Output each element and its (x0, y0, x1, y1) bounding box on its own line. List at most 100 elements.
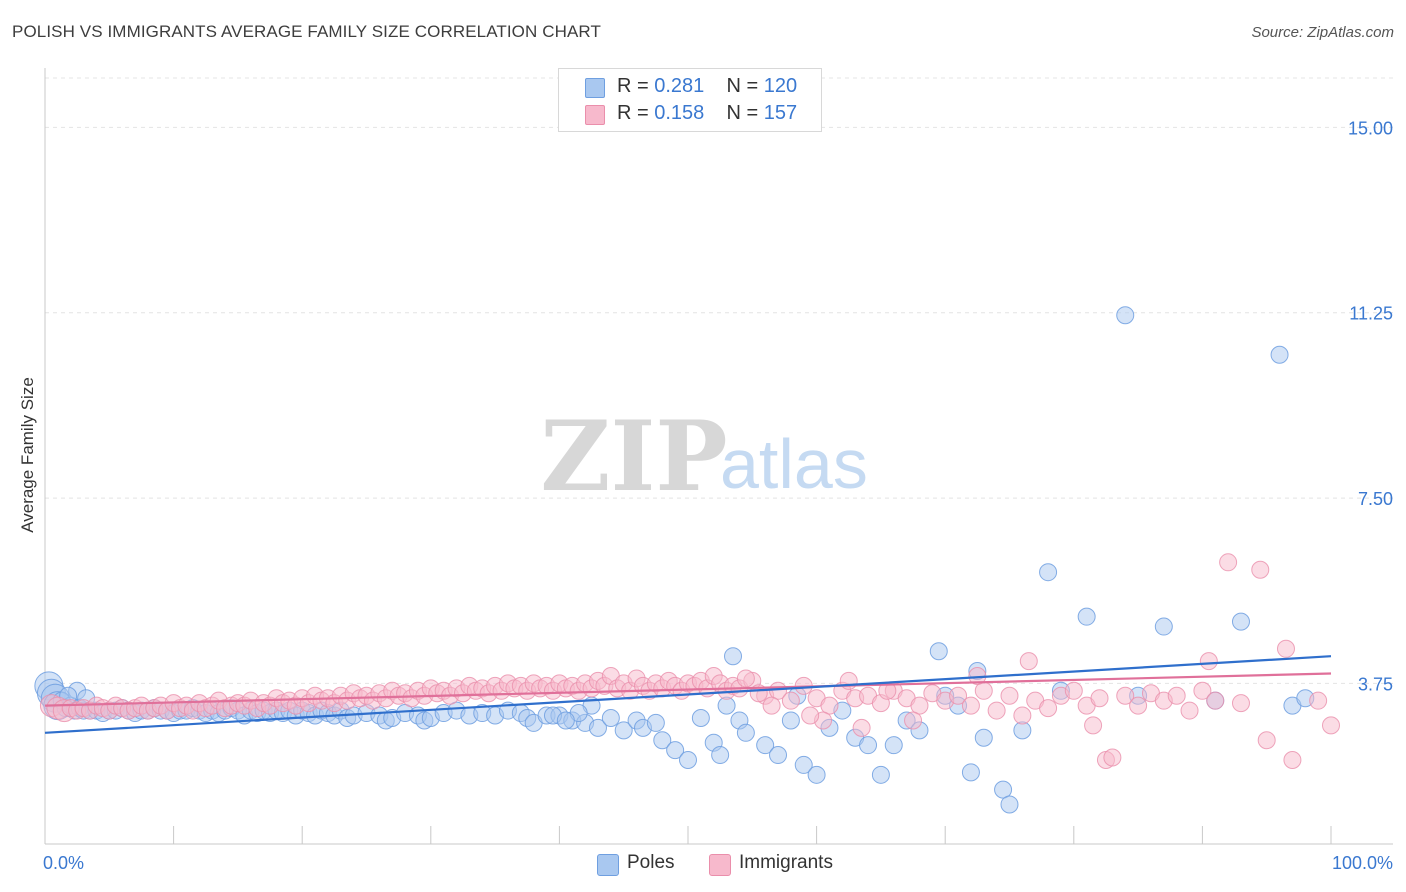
immigrants-point (1039, 699, 1058, 718)
poles-point (884, 736, 903, 755)
immigrants-point (1129, 696, 1148, 715)
poles-point (679, 750, 697, 769)
grid-lines (45, 77, 1393, 684)
immigrants-point (820, 696, 839, 715)
immigrants-point (904, 711, 923, 730)
poles-point (929, 642, 948, 661)
y-tick-label: 7.50 (1358, 489, 1393, 509)
legend-r-label: R = (617, 75, 655, 97)
poles-point (769, 746, 788, 765)
poles-point (1116, 306, 1135, 325)
immigrants-point (1090, 689, 1109, 708)
poles-point (756, 736, 775, 755)
immigrants-point (781, 691, 800, 710)
poles-point (794, 755, 813, 774)
poles-point (614, 721, 633, 740)
poles-point (724, 647, 743, 666)
poles-point (859, 736, 878, 755)
immigrants-point (1231, 694, 1250, 713)
poles-point (871, 765, 890, 784)
legend-n-label: N = (726, 75, 764, 97)
legend-r-value: 0.158 (654, 102, 705, 124)
immigrants-point (1167, 686, 1186, 705)
correlation-legend: R = 0.281 N = 120 R = 0.158 N = 157 (558, 68, 822, 132)
poles-point (736, 723, 755, 742)
poles-swatch (597, 854, 619, 876)
poles-point (1077, 607, 1096, 626)
series-immigrants (39, 553, 1340, 769)
immigrants-point (1000, 686, 1019, 705)
immigrants-swatch (709, 854, 731, 876)
immigrants-point (852, 718, 871, 737)
poles-point (1154, 617, 1173, 636)
poles-trend-line (44, 655, 1332, 734)
immigrants-point (987, 701, 1006, 720)
legend-label-immigrants: Immigrants (739, 852, 833, 873)
immigrants-point (1064, 681, 1083, 700)
watermark-zip: ZIP (540, 400, 727, 513)
poles-point (711, 746, 730, 765)
poles-point (1231, 612, 1250, 631)
immigrants-point (1309, 691, 1328, 710)
poles-point (556, 711, 575, 730)
immigrants-trend-line (44, 672, 1332, 707)
poles-point (588, 718, 607, 737)
y-tick-label: 3.75 (1358, 674, 1393, 694)
poles-point (974, 728, 993, 747)
immigrants-point (1199, 652, 1218, 671)
poles-point (601, 708, 620, 727)
poles-point (961, 763, 980, 782)
immigrants-point (949, 686, 968, 705)
poles-point (646, 713, 665, 732)
poles-swatch (585, 78, 605, 98)
immigrants-point (1276, 639, 1295, 658)
legend-r-value: 0.281 (654, 75, 705, 97)
tick-labels: 3.75 7.50 11.25 15.00 0.0% 100.0% (43, 118, 1393, 873)
legend-n-value: 157 (763, 102, 798, 124)
immigrants-point (1322, 716, 1340, 735)
legend-r-label: R = (617, 102, 655, 124)
watermark-atlas: atlas (720, 425, 868, 503)
immigrants-point (910, 696, 929, 715)
immigrants-point (1257, 731, 1276, 750)
immigrants-point (1013, 706, 1032, 725)
immigrants-point (839, 671, 858, 690)
immigrants-point (1193, 681, 1212, 700)
y-tick-label: 11.25 (1349, 304, 1393, 324)
immigrants-point (1019, 652, 1038, 671)
immigrants-swatch (585, 105, 605, 125)
immigrants-point (961, 696, 980, 715)
immigrants-point (1116, 686, 1135, 705)
chart-source: Source: ZipAtlas.com (1251, 24, 1394, 41)
poles-point (1270, 345, 1289, 364)
legend-n-label: N = (726, 102, 764, 124)
x-tick-label: 100.0% (1332, 853, 1393, 873)
x-tick-label: 0.0% (43, 853, 84, 873)
series-poles (34, 306, 1315, 814)
y-tick-label: 15.00 (1348, 118, 1393, 138)
poles-point (691, 708, 710, 727)
poles-point (1039, 563, 1058, 582)
poles-point (1000, 795, 1019, 814)
immigrants-point (1283, 750, 1302, 769)
immigrants-point (1251, 560, 1270, 579)
immigrants-point (1206, 691, 1225, 710)
poles-point (666, 741, 685, 760)
chart-title: POLISH VS IMMIGRANTS AVERAGE FAMILY SIZE… (12, 22, 601, 41)
immigrants-point (801, 706, 820, 725)
poles-point (807, 765, 826, 784)
immigrants-point (1180, 701, 1199, 720)
immigrants-point (1219, 553, 1238, 572)
immigrants-point (762, 696, 781, 715)
poles-point (781, 711, 800, 730)
immigrants-point (1103, 748, 1122, 767)
poles-point (653, 731, 672, 750)
watermark: ZIP atlas (540, 400, 867, 513)
legend-n-value: 120 (763, 75, 798, 97)
legend-label-poles: Poles (627, 852, 675, 873)
trend-lines (44, 655, 1332, 734)
poles-point (994, 780, 1013, 799)
immigrants-point (1084, 716, 1103, 735)
immigrants-point (736, 669, 755, 688)
